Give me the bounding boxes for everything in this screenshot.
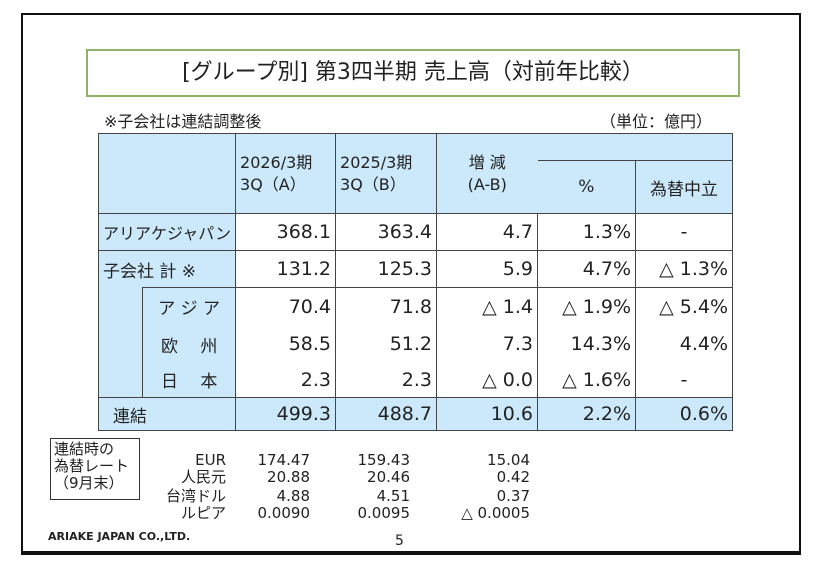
rate-a: 0.0090 <box>257 504 311 522</box>
header-fx-neutral: 為替中立 <box>635 160 734 214</box>
cell-diff: △ 1.4 <box>436 287 539 326</box>
header-b: 2025/3期 3Q（B） <box>335 133 438 214</box>
page-number: 5 <box>395 533 404 549</box>
fx-box-line: （9月末） <box>54 474 124 492</box>
fx-rate-label-box: 連結時の 為替レート （9月末） <box>50 438 140 500</box>
cell-pct: 1.3% <box>537 213 637 251</box>
table-row: 子会社 計 ※ 131.2 125.3 5.9 4.7% △ 1.3% <box>97 250 734 288</box>
currency: EUR <box>195 451 226 469</box>
rate-a: 4.88 <box>276 487 310 505</box>
cell-pct: △ 1.9% <box>537 287 637 326</box>
subsidiary-note: ※子会社は連結調整後 <box>104 112 262 131</box>
table-row: 欧 州 58.5 51.2 7.3 14.3% 4.4% <box>99 325 734 363</box>
table-row: 日 本 2.3 2.3 △ 0.0 △ 1.6% - <box>99 362 734 398</box>
rate-b: 159.43 <box>357 451 411 469</box>
table-row: アリアケジャパン 368.1 363.4 4.7 1.3% - <box>97 213 734 251</box>
cell-a: 368.1 <box>235 213 337 251</box>
fx-box-line: 連結時の <box>54 440 115 458</box>
cell-b: 71.8 <box>335 287 438 326</box>
rate-a: 20.88 <box>267 468 310 486</box>
table-row: ア ジ ア 70.4 71.8 △ 1.4 △ 1.9% △ 5.4% <box>97 287 734 398</box>
currency: 人民元 <box>180 468 226 486</box>
rate-b: 4.51 <box>376 487 410 505</box>
rate-diff-column: 15.04 0.42 0.37 △ 0.0005 <box>420 452 530 522</box>
slide-title: [グループ別] 第3四半期 売上高（対前年比較） <box>86 49 740 97</box>
cell-a: 2.3 <box>235 362 337 398</box>
cell-pct: 4.7% <box>537 250 637 288</box>
rate-diff: 0.37 <box>496 487 530 505</box>
cell-fx: 0.6% <box>635 397 734 431</box>
cell-pct: △ 1.6% <box>537 362 637 398</box>
header-pct: % <box>537 160 637 214</box>
currency: ルピア <box>180 504 226 522</box>
cell-fx: △ 5.4% <box>635 287 734 326</box>
row-label: 子会社 計 ※ <box>97 250 237 288</box>
unit-label: （単位：億円） <box>600 112 713 131</box>
header-a: 2026/3期 3Q（A） <box>235 133 337 214</box>
cell-b: 2.3 <box>335 362 438 398</box>
cell-b: 363.4 <box>335 213 438 251</box>
slide-frame <box>21 13 801 555</box>
cell-pct: 14.3% <box>537 325 637 363</box>
row-label: 日 本 <box>142 362 237 398</box>
indent-cell <box>97 287 144 398</box>
cell-b: 488.7 <box>335 397 438 431</box>
cell-pct: 2.2% <box>537 397 637 431</box>
cell-fx: △ 1.3% <box>635 250 734 288</box>
rate-b-column: 159.43 20.46 4.51 0.0095 <box>330 451 411 522</box>
rate-a: 174.47 <box>257 451 311 469</box>
header-corner <box>97 133 237 214</box>
cell-fx: - <box>635 362 734 398</box>
cell-a: 70.4 <box>235 287 337 326</box>
currency: 台湾ドル <box>165 487 226 505</box>
company-name: ARIAKE JAPAN CO.,LTD. <box>48 530 191 543</box>
rate-diff: 15.04 <box>487 451 530 469</box>
cell-diff: △ 0.0 <box>436 362 539 398</box>
rate-b: 20.46 <box>367 468 410 486</box>
cell-diff: 5.9 <box>436 250 539 288</box>
sales-table: 2026/3期 3Q（A） 2025/3期 3Q（B） 増 減 (A-B) % 為替中… <box>97 133 734 431</box>
rate-b: 0.0095 <box>357 504 411 522</box>
fx-box-line: 為替レート <box>54 457 130 475</box>
rate-a-column: 174.47 20.88 4.88 0.0090 <box>230 451 311 522</box>
row-label: ア ジ ア <box>142 287 237 326</box>
cell-b: 51.2 <box>335 325 438 363</box>
currency-column: EUR 人民元 台湾ドル ルピア <box>140 452 226 522</box>
cell-b: 125.3 <box>335 250 438 288</box>
cell-fx: - <box>635 213 734 251</box>
cell-a: 58.5 <box>235 325 337 363</box>
rate-diff: 0.42 <box>496 468 530 486</box>
cell-diff: 4.7 <box>436 213 539 251</box>
cell-diff: 10.6 <box>436 397 539 431</box>
rate-diff: △ 0.0005 <box>461 504 530 522</box>
row-label: 連結 <box>97 397 237 431</box>
header-diff: 増 減 (A-B) <box>436 133 538 214</box>
cell-a: 131.2 <box>235 250 337 288</box>
cell-fx: 4.4% <box>635 325 734 363</box>
cell-diff: 7.3 <box>436 325 539 363</box>
cell-a: 499.3 <box>235 397 337 431</box>
row-label: 欧 州 <box>142 325 237 363</box>
header-diff-span <box>537 133 734 161</box>
table-row-total: 連結 499.3 488.7 10.6 2.2% 0.6% <box>97 397 734 431</box>
row-label: アリアケジャパン <box>97 213 237 251</box>
